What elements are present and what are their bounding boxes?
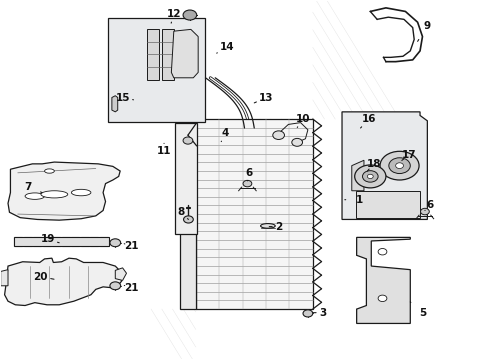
Polygon shape	[341, 112, 427, 220]
Polygon shape	[43, 237, 51, 246]
Polygon shape	[161, 30, 173, 80]
Circle shape	[183, 216, 193, 223]
Polygon shape	[0, 270, 8, 286]
Polygon shape	[4, 258, 122, 306]
Circle shape	[272, 131, 284, 139]
Ellipse shape	[44, 169, 54, 173]
Bar	[175, 123, 196, 234]
Circle shape	[420, 208, 428, 215]
Polygon shape	[62, 237, 70, 246]
Text: 3: 3	[312, 308, 325, 318]
Polygon shape	[112, 96, 118, 112]
Text: 17: 17	[401, 150, 416, 161]
Ellipse shape	[260, 224, 275, 228]
Polygon shape	[115, 268, 126, 280]
Text: 10: 10	[295, 114, 309, 127]
Bar	[180, 119, 195, 309]
Circle shape	[377, 295, 386, 302]
Text: 8: 8	[177, 207, 188, 220]
Polygon shape	[81, 237, 89, 246]
Polygon shape	[355, 191, 419, 218]
Polygon shape	[14, 237, 22, 246]
Ellipse shape	[41, 191, 68, 198]
Circle shape	[243, 180, 251, 187]
Bar	[195, 119, 312, 309]
Circle shape	[110, 282, 121, 290]
Circle shape	[377, 248, 386, 255]
Bar	[108, 18, 205, 122]
Text: 13: 13	[254, 93, 273, 103]
Circle shape	[366, 174, 372, 179]
Circle shape	[183, 137, 192, 144]
Text: 12: 12	[166, 9, 181, 23]
Text: 18: 18	[366, 159, 380, 171]
Text: 14: 14	[216, 42, 234, 53]
Text: 15: 15	[115, 93, 133, 103]
Polygon shape	[71, 237, 79, 246]
Text: 20: 20	[33, 272, 54, 282]
Text: 11: 11	[157, 143, 171, 156]
Text: 6: 6	[424, 200, 432, 211]
Text: 4: 4	[221, 129, 228, 141]
Text: 6: 6	[245, 168, 252, 181]
Bar	[14, 237, 109, 246]
Polygon shape	[33, 237, 41, 246]
Circle shape	[183, 10, 196, 20]
Text: 1: 1	[344, 195, 362, 205]
Polygon shape	[351, 160, 363, 191]
Circle shape	[362, 171, 377, 182]
Text: 21: 21	[124, 283, 138, 293]
Polygon shape	[356, 237, 409, 323]
Circle shape	[395, 163, 403, 168]
Text: 2: 2	[269, 222, 282, 231]
Polygon shape	[90, 237, 98, 246]
Circle shape	[110, 239, 121, 247]
Circle shape	[291, 138, 302, 146]
Polygon shape	[147, 30, 159, 80]
Polygon shape	[24, 237, 32, 246]
Ellipse shape	[25, 193, 44, 199]
Text: 19: 19	[40, 234, 59, 244]
Text: 7: 7	[24, 182, 42, 193]
Circle shape	[379, 151, 418, 180]
Text: 5: 5	[409, 302, 425, 318]
Circle shape	[303, 310, 312, 317]
Polygon shape	[8, 162, 120, 220]
Text: 21: 21	[124, 241, 138, 251]
Circle shape	[354, 165, 385, 188]
Circle shape	[388, 158, 409, 174]
Text: 9: 9	[417, 21, 430, 41]
Polygon shape	[100, 237, 108, 246]
Text: 16: 16	[360, 114, 375, 128]
Polygon shape	[52, 237, 60, 246]
Ellipse shape	[71, 189, 91, 196]
Polygon shape	[171, 30, 198, 78]
